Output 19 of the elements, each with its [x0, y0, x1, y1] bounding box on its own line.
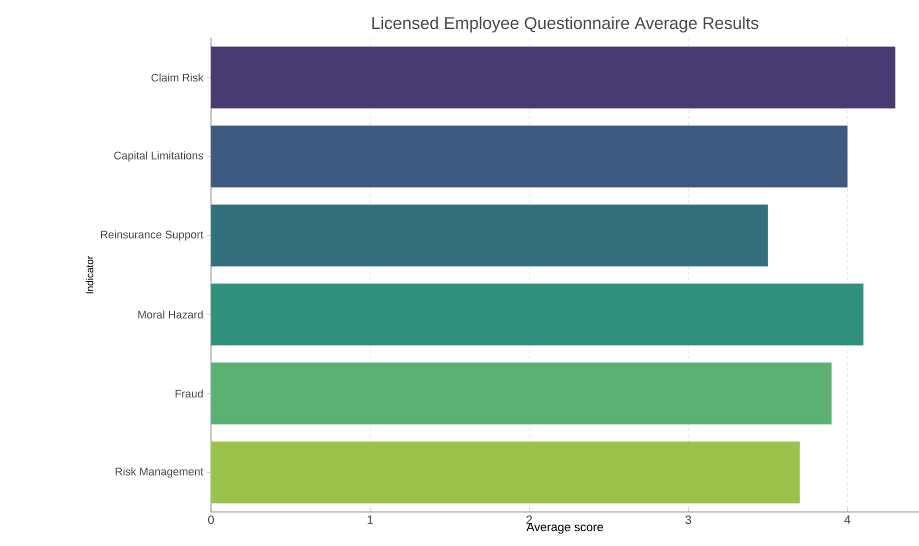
y-tick-label: Capital Limitations [114, 151, 204, 162]
x-tick-label: 0 [208, 516, 214, 524]
y-tick-label: Claim Risk [151, 73, 204, 82]
x-tick-label: 1 [368, 516, 373, 524]
x-tick-label: 3 [685, 516, 692, 524]
x-tick-label: 4 [844, 516, 850, 524]
x-axis-title: Average score [526, 522, 604, 534]
bar [210, 362, 832, 425]
y-tick-label: Risk Management [116, 467, 204, 478]
bar [210, 125, 848, 188]
y-tick-label: Reinsurance Support [101, 230, 204, 241]
y-tick-label: Moral Hazard [138, 310, 203, 319]
chart-title: Licensed Employee Questionnaire Average Results [372, 16, 758, 32]
bar [210, 441, 800, 504]
bar [210, 204, 768, 267]
bar [210, 283, 864, 346]
y-tick-label: Fraud [176, 389, 203, 398]
y-axis-title: Indicator [86, 256, 94, 294]
bar [210, 46, 896, 109]
